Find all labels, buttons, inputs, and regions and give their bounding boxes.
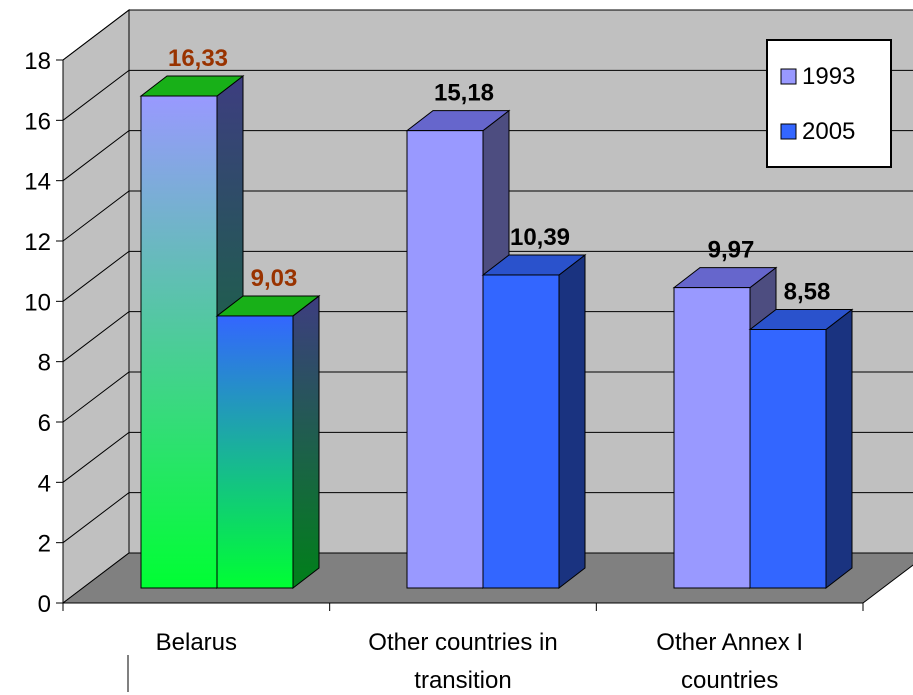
bar-front [482,274,560,589]
y-tick-label: 8 [38,350,51,377]
legend-swatch-2005 [780,123,797,140]
bar-front [749,328,827,589]
data-label: 15,18 [434,80,494,107]
bars [139,74,854,590]
gridline [62,69,913,121]
y-tick-label: 0 [38,591,51,618]
bar-side [558,253,586,590]
data-label: 9,97 [708,237,755,264]
y-tick-label: 4 [38,470,51,497]
legend-label-2005: 2005 [802,118,855,145]
bar-2005-1 [481,253,587,590]
x-category-label: Belarus [156,629,237,656]
y-tick-label: 16 [24,108,51,135]
gridline [62,311,913,363]
bar-side [292,294,320,590]
y-tick-label: 14 [24,169,51,196]
legend-label-1993: 1993 [802,63,855,90]
gridline [62,130,913,182]
x-category-label: Other Annex I [656,629,803,656]
x-category-label: Other countries in [368,629,557,656]
gridline [62,9,913,61]
y-tick-label: 10 [24,289,51,316]
legend: 1993 2005 [766,39,892,168]
gridline [62,190,913,242]
bar-front [406,130,484,589]
y-tick-label: 6 [38,410,51,437]
axes: 0 2 4 6 8 10 12 14 16 18 Belarus Other countries in… [24,48,864,694]
data-label: 10,39 [510,224,570,251]
data-label: 8,58 [784,278,831,305]
gridlines [62,9,913,544]
gridline [62,431,913,483]
bar-front [673,287,751,589]
bar-side [825,308,853,590]
data-label: 16,33 [168,45,228,72]
bar-2005-0 [215,294,321,590]
x-category-label: transition [414,667,511,694]
y-tick-label: 18 [24,48,51,75]
side-wall [62,8,130,605]
data-label: 9,03 [251,265,298,292]
x-category-label: countries [681,667,778,694]
gridline [62,492,913,544]
y-tick-label: 2 [38,531,51,558]
gridline [62,371,913,423]
gridline [62,250,913,302]
data-labels: 16,33 15,18 9,97 9,03 10,39 8,58 [168,45,830,305]
bar-front [216,315,294,589]
y-tick-label: 12 [24,229,51,256]
legend-box [766,39,892,168]
bar-2005-2 [748,308,854,590]
legend-swatch-1993 [780,68,797,85]
bar-front [140,95,218,589]
